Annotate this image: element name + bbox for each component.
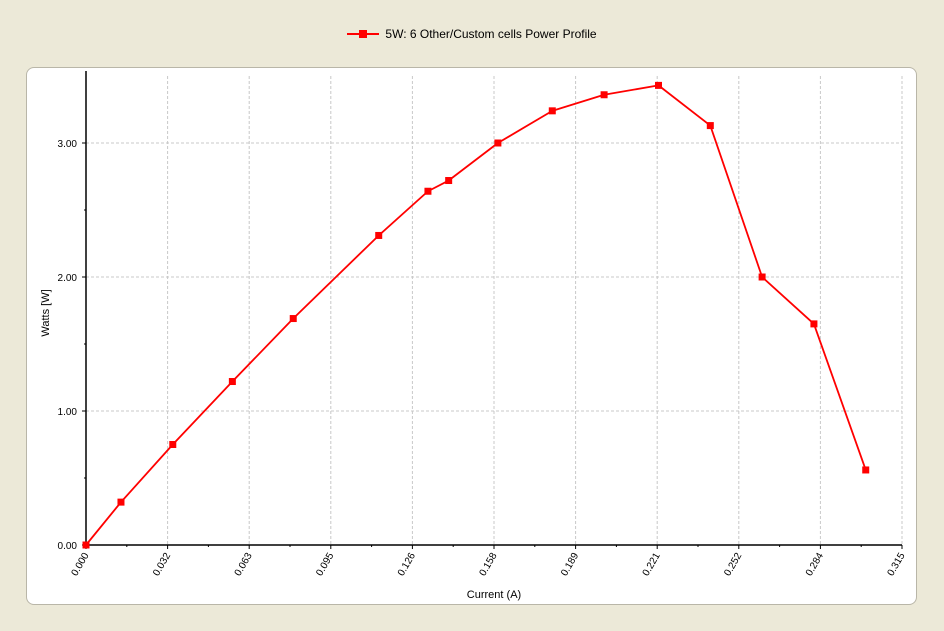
- x-tick-label: 0.252: [722, 551, 744, 579]
- legend-line-marker-icon: [347, 28, 380, 40]
- x-tick-label: 0.000: [70, 551, 92, 579]
- y-tick-label: 3.00: [58, 139, 78, 150]
- data-point-marker: [289, 315, 297, 323]
- legend: 5W: 6 Other/Custom cells Power Profile: [0, 22, 944, 46]
- data-point-marker: [375, 231, 383, 239]
- data-point-marker: [548, 107, 556, 115]
- data-point-marker: [494, 139, 502, 147]
- x-tick-label: 0.032: [151, 551, 173, 579]
- legend-label: 5W: 6 Other/Custom cells Power Profile: [385, 27, 597, 41]
- x-tick-label: 0.158: [478, 551, 500, 579]
- x-tick-label: 0.063: [233, 551, 255, 579]
- y-tick-label: 0.00: [58, 541, 78, 552]
- x-axis-title: Current (A): [467, 589, 521, 601]
- x-tick-label: 0.284: [804, 551, 826, 579]
- data-point-marker: [810, 320, 818, 328]
- x-tick-label: 0.315: [886, 551, 908, 579]
- data-point-marker: [706, 122, 714, 130]
- data-point-marker: [862, 466, 870, 474]
- series-line: [85, 84, 867, 546]
- data-point-marker: [424, 187, 432, 195]
- y-tick-label: 1.00: [58, 407, 78, 418]
- y-tick-label: 2.00: [58, 273, 78, 284]
- data-point-marker: [169, 441, 177, 448]
- data-point-marker: [228, 378, 236, 386]
- x-tick-label: 0.126: [396, 551, 418, 579]
- data-point-marker: [758, 273, 766, 281]
- y-axis-title: Watts [W]: [40, 289, 52, 336]
- data-point-marker: [654, 81, 662, 89]
- power-profile-chart: 0.000 0.032 0.063 0.095 0.126 0.158 0.189 0.221…: [40, 71, 908, 601]
- data-point-marker: [445, 177, 453, 185]
- data-point-marker: [600, 91, 608, 99]
- x-tick-label: 0.189: [559, 551, 581, 579]
- plot-panel: 0.000 0.032 0.063 0.095 0.126 0.158 0.189 0.221…: [26, 67, 917, 605]
- x-tick-label: 0.221: [641, 551, 663, 579]
- data-point-marker: [82, 541, 90, 549]
- x-tick-label: 0.095: [314, 551, 336, 579]
- data-point-marker: [117, 498, 125, 506]
